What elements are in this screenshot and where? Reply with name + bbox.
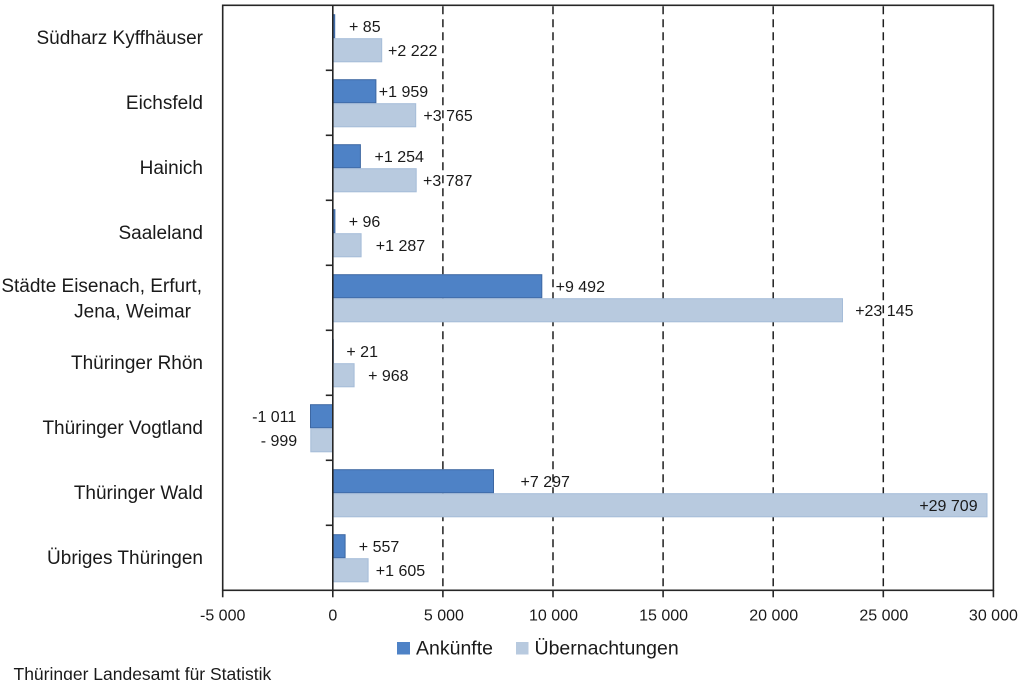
svg-text:Thüringer Rhön: Thüringer Rhön <box>71 353 203 374</box>
svg-text:Saaleland: Saaleland <box>118 223 203 244</box>
svg-text:+ 85: + 85 <box>349 19 381 36</box>
svg-text:+1 254: +1 254 <box>375 149 424 166</box>
svg-text:-1 011: -1 011 <box>252 409 296 426</box>
svg-text:+9 492: +9 492 <box>556 279 605 296</box>
svg-text:15 000: 15 000 <box>639 607 688 624</box>
svg-text:0: 0 <box>328 607 337 624</box>
svg-text:+23 145: +23 145 <box>855 303 913 320</box>
svg-text:Hainich: Hainich <box>140 158 203 179</box>
svg-text:30 000: 30 000 <box>969 607 1018 624</box>
svg-text:+29 709: +29 709 <box>919 498 977 515</box>
svg-text:Städte Eisenach, Erfurt,: Städte Eisenach, Erfurt, <box>1 276 202 297</box>
svg-text:- 999: - 999 <box>261 433 298 450</box>
svg-text:+ 21: + 21 <box>346 344 378 361</box>
svg-text:+ 96: + 96 <box>349 214 381 231</box>
svg-text:Übernachtungen: Übernachtungen <box>535 638 679 660</box>
svg-text:+3 787: +3 787 <box>423 173 472 190</box>
svg-text:+1 959: +1 959 <box>379 84 428 101</box>
svg-text:Südharz Kyffhäuser: Südharz Kyffhäuser <box>36 28 203 49</box>
svg-text:Jena, Weimar: Jena, Weimar <box>74 302 192 323</box>
svg-text:+ 557: + 557 <box>359 539 400 556</box>
svg-text:+7 297: +7 297 <box>521 474 570 491</box>
svg-text:+2 222: +2 222 <box>388 43 437 60</box>
svg-text:-5 000: -5 000 <box>200 607 245 624</box>
svg-text:Thüringer Landesamt für Statis: Thüringer Landesamt für Statistik <box>14 664 272 680</box>
svg-text:25 000: 25 000 <box>859 607 908 624</box>
svg-text:+1 287: +1 287 <box>376 238 425 255</box>
svg-text:+1 605: +1 605 <box>376 563 425 580</box>
svg-text:Thüringer Vogtland: Thüringer Vogtland <box>42 418 203 439</box>
svg-text:Eichsfeld: Eichsfeld <box>126 93 203 114</box>
svg-text:10 000: 10 000 <box>529 607 578 624</box>
svg-text:5 000: 5 000 <box>424 607 464 624</box>
svg-text:Ankünfte: Ankünfte <box>416 638 493 660</box>
svg-text:+ 968: + 968 <box>368 368 409 385</box>
svg-text:+3 765: +3 765 <box>423 108 472 125</box>
svg-text:Übriges Thüringen: Übriges Thüringen <box>47 548 203 569</box>
svg-text:Thüringer Wald: Thüringer Wald <box>74 483 203 504</box>
svg-text:20 000: 20 000 <box>749 607 798 624</box>
